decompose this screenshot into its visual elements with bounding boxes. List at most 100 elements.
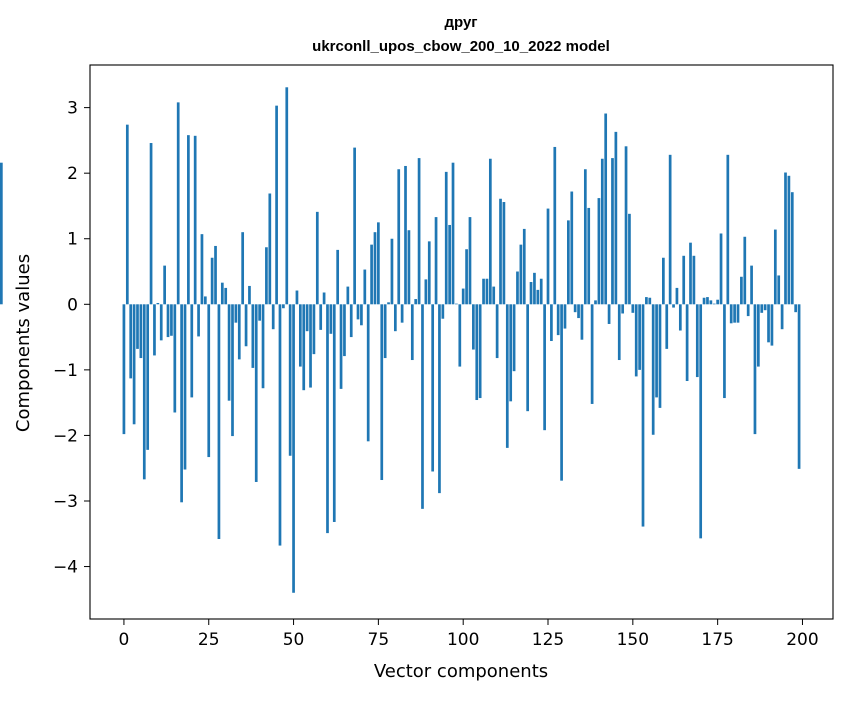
bar — [373, 232, 377, 305]
bar — [777, 275, 781, 305]
bar — [526, 304, 530, 412]
x-axis-label: Vector components — [374, 661, 548, 682]
bar — [611, 158, 614, 305]
bar — [207, 304, 211, 458]
y-tick-label: −3 — [53, 492, 78, 512]
bar — [492, 286, 496, 305]
bar — [397, 169, 401, 305]
bar — [455, 303, 458, 305]
bar — [539, 278, 543, 305]
bar — [709, 300, 713, 305]
bar — [427, 241, 431, 305]
bar — [265, 247, 268, 305]
y-axis-ticks: −4 −3 −2 −1 0 1 2 3 — [53, 99, 90, 578]
bar — [220, 282, 224, 305]
bar — [241, 232, 245, 305]
bar — [319, 304, 323, 330]
bar — [180, 304, 183, 503]
bar — [176, 102, 180, 305]
bar — [560, 304, 563, 481]
bar — [699, 304, 703, 539]
y-tick-label: 0 — [67, 295, 78, 315]
bar — [499, 198, 502, 305]
bar — [794, 304, 798, 313]
bar — [329, 304, 333, 334]
bar — [509, 304, 513, 402]
bar — [336, 249, 340, 305]
bar — [210, 257, 214, 305]
bar — [197, 304, 200, 337]
bar — [519, 244, 523, 305]
bar — [383, 304, 387, 359]
bar — [159, 304, 163, 341]
bar — [271, 304, 275, 330]
bar — [163, 265, 166, 305]
bar — [292, 304, 295, 593]
bar — [261, 304, 265, 389]
bar — [370, 244, 373, 305]
y-tick-label: −2 — [53, 426, 78, 446]
x-axis-ticks: 0 25 50 75 100 125 150 175 200 — [119, 619, 819, 650]
bar — [570, 191, 574, 305]
bar — [193, 135, 197, 305]
bar — [142, 304, 146, 480]
bar — [675, 287, 679, 305]
bar — [607, 304, 611, 324]
bar — [706, 297, 709, 305]
bar — [200, 234, 204, 305]
bar — [363, 269, 367, 305]
bar — [648, 297, 652, 305]
bar — [577, 304, 580, 319]
bar — [692, 255, 696, 305]
bar — [641, 304, 645, 527]
bar — [387, 302, 390, 305]
bar — [278, 304, 282, 546]
bar — [156, 302, 160, 305]
bar — [353, 147, 356, 305]
bar — [203, 296, 207, 305]
bar — [475, 304, 479, 401]
bar — [740, 276, 743, 305]
bar — [729, 304, 733, 324]
bar — [604, 113, 608, 305]
bar — [129, 304, 133, 379]
bar — [468, 217, 472, 305]
bar — [268, 193, 272, 305]
bar — [767, 304, 770, 343]
y-tick-label: 3 — [67, 99, 78, 119]
bar — [377, 222, 380, 305]
bar — [757, 304, 760, 367]
y-tick-label: −1 — [53, 361, 78, 381]
bar — [750, 265, 753, 305]
y-tick-label: −4 — [53, 558, 78, 578]
bar — [190, 304, 194, 398]
bar — [407, 230, 411, 305]
bar — [349, 304, 353, 338]
bar — [702, 297, 706, 305]
bar — [716, 299, 719, 305]
bar — [597, 198, 601, 305]
bar — [258, 304, 261, 321]
bar — [343, 304, 346, 357]
bar — [125, 124, 129, 305]
bar — [712, 303, 716, 305]
bar — [458, 304, 462, 367]
bar — [665, 304, 669, 349]
bar — [662, 257, 665, 305]
bar — [326, 304, 329, 534]
bar — [431, 304, 435, 472]
bar — [305, 304, 309, 332]
bar — [224, 287, 228, 305]
bar — [583, 169, 587, 305]
bar — [288, 304, 292, 456]
bar — [573, 304, 577, 313]
bar — [136, 304, 139, 349]
bar — [485, 278, 489, 305]
bar — [536, 289, 540, 305]
bar — [166, 304, 170, 338]
bar — [149, 143, 153, 305]
bar — [465, 249, 468, 305]
bar — [682, 255, 686, 305]
bar — [461, 288, 465, 305]
